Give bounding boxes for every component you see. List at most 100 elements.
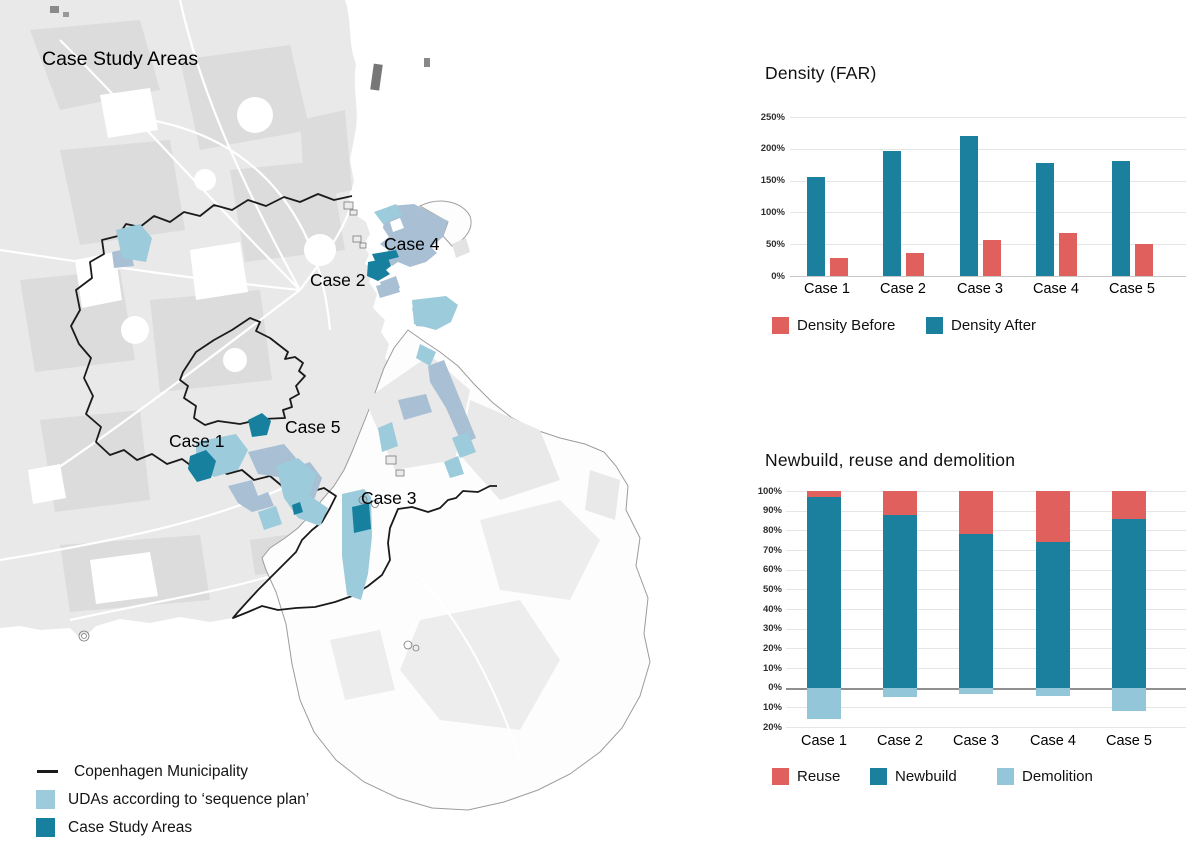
bar-case-5-newbuild <box>1112 518 1146 688</box>
case-3-area <box>352 503 371 533</box>
map-legend-row-case-areas: Case Study Areas <box>36 818 309 837</box>
map-legend-row-municipality: Copenhagen Municipality <box>36 762 309 781</box>
case-study-area-polygons <box>188 250 399 533</box>
bar-case-5-reuse <box>1112 491 1146 519</box>
bar-case-1-reuse <box>807 491 841 497</box>
copenhagen-map: Case Study Areas Case 4 Case 2 Case 5 Ca… <box>0 0 651 811</box>
bar-case-4-demolition <box>1036 687 1070 696</box>
y-tick-label: 100% <box>760 206 785 218</box>
grid-line <box>790 180 1186 182</box>
legend-swatch-density-before <box>772 317 789 334</box>
grid-line <box>786 727 1186 728</box>
x-axis-label-case-3: Case 3 <box>957 281 1003 297</box>
map-title: Case Study Areas <box>42 48 198 70</box>
bar-case-3-demolition <box>959 687 993 694</box>
chart-legend-item-density-after: Density After <box>926 317 1036 334</box>
density-chart-title: Density (FAR) <box>765 63 877 83</box>
y-tick-label: 80% <box>762 524 782 536</box>
map-legend: Copenhagen Municipality UDAs according t… <box>36 762 309 837</box>
bar-case-4-density-before <box>1058 233 1077 276</box>
y-tick-label: 0% <box>768 682 782 694</box>
y-tick-label: 250% <box>760 111 785 123</box>
bar-case-4-reuse <box>1036 491 1070 543</box>
grid-line <box>786 707 1186 709</box>
case-4-label: Case 4 <box>384 234 440 254</box>
map-structures <box>78 201 420 652</box>
x-axis-label-case-5: Case 5 <box>1106 733 1152 749</box>
y-tick-label: 20% <box>762 721 782 733</box>
y-tick-label: 10% <box>762 701 782 713</box>
case-2-area <box>372 250 399 263</box>
case-3-label: Case 3 <box>361 488 416 508</box>
map-labels: Case Study Areas Case 4 Case 2 Case 5 Ca… <box>42 48 440 508</box>
municipality-line-swatch <box>37 770 58 773</box>
map-legend-label: UDAs according to ‘sequence plan’ <box>68 790 310 808</box>
y-tick-label: 200% <box>760 143 785 155</box>
frederiksberg-enclave <box>179 317 306 426</box>
chart-legend-item-demolition: Demolition <box>997 768 1093 785</box>
y-tick-label: 60% <box>762 564 782 576</box>
legend-label: Reuse <box>797 768 841 785</box>
x-axis-label-case-3: Case 3 <box>953 733 999 749</box>
bar-case-2-density-after <box>882 150 901 276</box>
bar-case-3-density-after <box>959 136 978 276</box>
case-1-area <box>188 450 216 482</box>
y-tick-label: 100% <box>757 485 782 497</box>
bar-case-3-reuse <box>959 491 993 535</box>
bar-case-5-demolition <box>1112 687 1146 712</box>
grid-line <box>790 212 1186 214</box>
map-legend-row-uda: UDAs according to ‘sequence plan’ <box>36 790 309 809</box>
legend-label: Demolition <box>1022 768 1093 785</box>
bar-case-3-density-before <box>982 240 1001 276</box>
case-1-label: Case 1 <box>169 431 224 451</box>
legend-swatch-density-after <box>926 317 943 334</box>
case-2-label: Case 2 <box>310 270 365 290</box>
legend-label: Newbuild <box>895 768 957 785</box>
bar-case-3-newbuild <box>959 534 993 688</box>
bar-case-5-density-before <box>1134 244 1153 276</box>
case-area-sliver <box>292 502 303 515</box>
bar-case-4-density-after <box>1035 162 1054 276</box>
y-tick-label: 40% <box>762 603 782 615</box>
bar-case-2-reuse <box>883 491 917 515</box>
bar-case-2-density-before <box>905 253 924 276</box>
chart-legend-item-reuse: Reuse <box>772 768 840 785</box>
x-axis-label-case-1: Case 1 <box>804 281 850 297</box>
map-open-areas <box>28 88 336 604</box>
map-legend-label: Case Study Areas <box>68 818 193 836</box>
y-tick-label: 50% <box>762 583 782 595</box>
x-axis-label-case-2: Case 2 <box>880 281 926 297</box>
y-tick-label: 10% <box>762 662 782 674</box>
map-dark-specks <box>50 6 430 91</box>
legend-swatch-reuse <box>772 768 789 785</box>
legend-label: Density Before <box>797 317 896 334</box>
chart-legend-item-density-before: Density Before <box>772 317 895 334</box>
y-tick-label: 0% <box>771 270 785 282</box>
uda-swatch <box>36 790 55 809</box>
y-tick-label: 150% <box>760 175 785 187</box>
legend-label: Density After <box>951 317 1037 334</box>
x-axis-label-case-2: Case 2 <box>877 733 923 749</box>
case-5-area <box>248 413 271 437</box>
bar-case-1-density-after <box>806 177 825 276</box>
chart-legend-item-newbuild: Newbuild <box>870 768 957 785</box>
x-axis-label-case-5: Case 5 <box>1109 281 1155 297</box>
newbuild-chart-title: Newbuild, reuse and demolition <box>765 450 1016 470</box>
map-land <box>0 0 429 636</box>
grid-line <box>790 148 1186 150</box>
x-axis-label-case-4: Case 4 <box>1033 281 1079 297</box>
y-tick-label: 50% <box>765 238 785 250</box>
grid-line <box>790 276 1186 277</box>
x-axis-label-case-4: Case 4 <box>1030 733 1076 749</box>
map-nordhavn-fan <box>418 200 472 258</box>
case-2-area-b <box>367 258 391 281</box>
map-legend-label: Copenhagen Municipality <box>74 762 249 780</box>
bar-case-1-demolition <box>807 687 841 720</box>
y-tick-label: 20% <box>762 642 782 654</box>
bar-case-2-newbuild <box>883 514 917 688</box>
case-5-label: Case 5 <box>285 417 340 437</box>
bar-case-1-density-before <box>829 258 848 276</box>
grid-line <box>790 117 1186 118</box>
y-tick-label: 70% <box>762 544 782 556</box>
